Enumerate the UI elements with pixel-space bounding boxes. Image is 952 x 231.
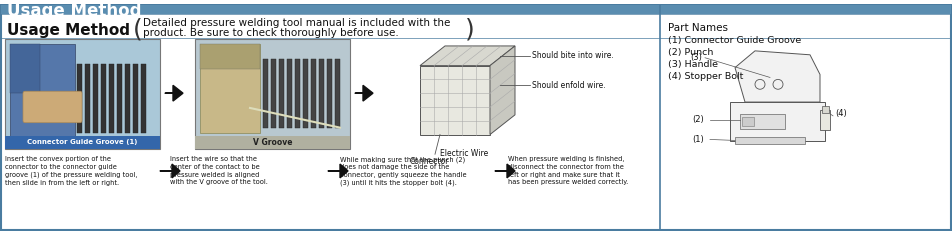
Polygon shape — [420, 46, 515, 66]
FancyBboxPatch shape — [740, 114, 785, 129]
Text: Connector: Connector — [410, 157, 449, 166]
Text: Part Names: Part Names — [668, 23, 728, 33]
FancyArrow shape — [160, 164, 180, 178]
FancyBboxPatch shape — [85, 64, 90, 133]
Text: (3): (3) — [690, 53, 702, 62]
FancyBboxPatch shape — [735, 137, 805, 144]
Text: (4) Stopper Bolt: (4) Stopper Bolt — [668, 72, 744, 81]
FancyBboxPatch shape — [117, 64, 122, 133]
FancyBboxPatch shape — [327, 59, 332, 128]
Text: Usage Method: Usage Method — [7, 23, 130, 38]
Polygon shape — [735, 51, 820, 102]
FancyBboxPatch shape — [742, 117, 754, 126]
Text: Insert the wire so that the
center of the contact to be
pressure welded is align: Insert the wire so that the center of th… — [170, 156, 268, 185]
FancyBboxPatch shape — [5, 136, 160, 149]
Text: (3) Handle: (3) Handle — [668, 60, 718, 69]
Text: (1) Connector Guide Groove: (1) Connector Guide Groove — [668, 36, 802, 45]
Text: Usage Method: Usage Method — [7, 1, 142, 19]
FancyBboxPatch shape — [23, 91, 82, 123]
FancyArrow shape — [495, 164, 515, 178]
FancyBboxPatch shape — [820, 110, 830, 130]
Text: Connector Guide Groove (1): Connector Guide Groove (1) — [28, 139, 138, 145]
Text: Should enfold wire.: Should enfold wire. — [532, 81, 605, 90]
FancyBboxPatch shape — [133, 64, 138, 133]
FancyBboxPatch shape — [195, 136, 350, 149]
Text: (2): (2) — [692, 115, 704, 124]
FancyBboxPatch shape — [93, 64, 98, 133]
FancyArrow shape — [355, 85, 373, 101]
FancyBboxPatch shape — [10, 44, 40, 93]
FancyBboxPatch shape — [10, 44, 75, 137]
FancyBboxPatch shape — [200, 44, 260, 69]
FancyBboxPatch shape — [822, 106, 829, 113]
FancyBboxPatch shape — [263, 59, 268, 128]
FancyBboxPatch shape — [101, 64, 106, 133]
FancyBboxPatch shape — [730, 102, 825, 141]
FancyBboxPatch shape — [271, 59, 276, 128]
FancyBboxPatch shape — [195, 39, 350, 149]
FancyBboxPatch shape — [200, 44, 260, 133]
FancyBboxPatch shape — [1, 5, 951, 15]
FancyBboxPatch shape — [125, 64, 130, 133]
Text: When pressure welding is finished,
disconnect the connector from the
left or rig: When pressure welding is finished, disco… — [508, 156, 628, 185]
FancyBboxPatch shape — [303, 59, 308, 128]
FancyBboxPatch shape — [109, 64, 114, 133]
Text: (4): (4) — [835, 109, 846, 118]
FancyBboxPatch shape — [287, 59, 292, 128]
Text: (1): (1) — [692, 135, 704, 144]
Text: Electric Wire: Electric Wire — [440, 149, 488, 158]
FancyBboxPatch shape — [319, 59, 324, 128]
Text: ): ) — [465, 17, 475, 41]
Text: product. Be sure to check thoroughly before use.: product. Be sure to check thoroughly bef… — [143, 28, 399, 38]
FancyBboxPatch shape — [141, 64, 146, 133]
Text: Should bite into wire.: Should bite into wire. — [532, 51, 614, 60]
FancyBboxPatch shape — [77, 64, 82, 133]
Text: Detailed pressure welding tool manual is included with the: Detailed pressure welding tool manual is… — [143, 18, 450, 28]
Text: (2) Punch: (2) Punch — [668, 48, 713, 57]
Text: While making sure that the punch (2)
does not damage the side of the
connector, : While making sure that the punch (2) doe… — [340, 156, 466, 186]
Text: V Groove: V Groove — [252, 138, 292, 147]
Polygon shape — [490, 46, 515, 134]
Polygon shape — [420, 66, 490, 134]
Text: (: ( — [133, 17, 143, 41]
FancyArrow shape — [165, 85, 183, 101]
FancyBboxPatch shape — [335, 59, 340, 128]
FancyArrow shape — [328, 164, 348, 178]
Text: Insert the convex portion of the
connector to the connector guide
groove (1) of : Insert the convex portion of the connect… — [5, 156, 137, 186]
FancyBboxPatch shape — [295, 59, 300, 128]
FancyBboxPatch shape — [5, 39, 160, 149]
FancyBboxPatch shape — [1, 5, 951, 230]
FancyBboxPatch shape — [311, 59, 316, 128]
FancyBboxPatch shape — [279, 59, 284, 128]
